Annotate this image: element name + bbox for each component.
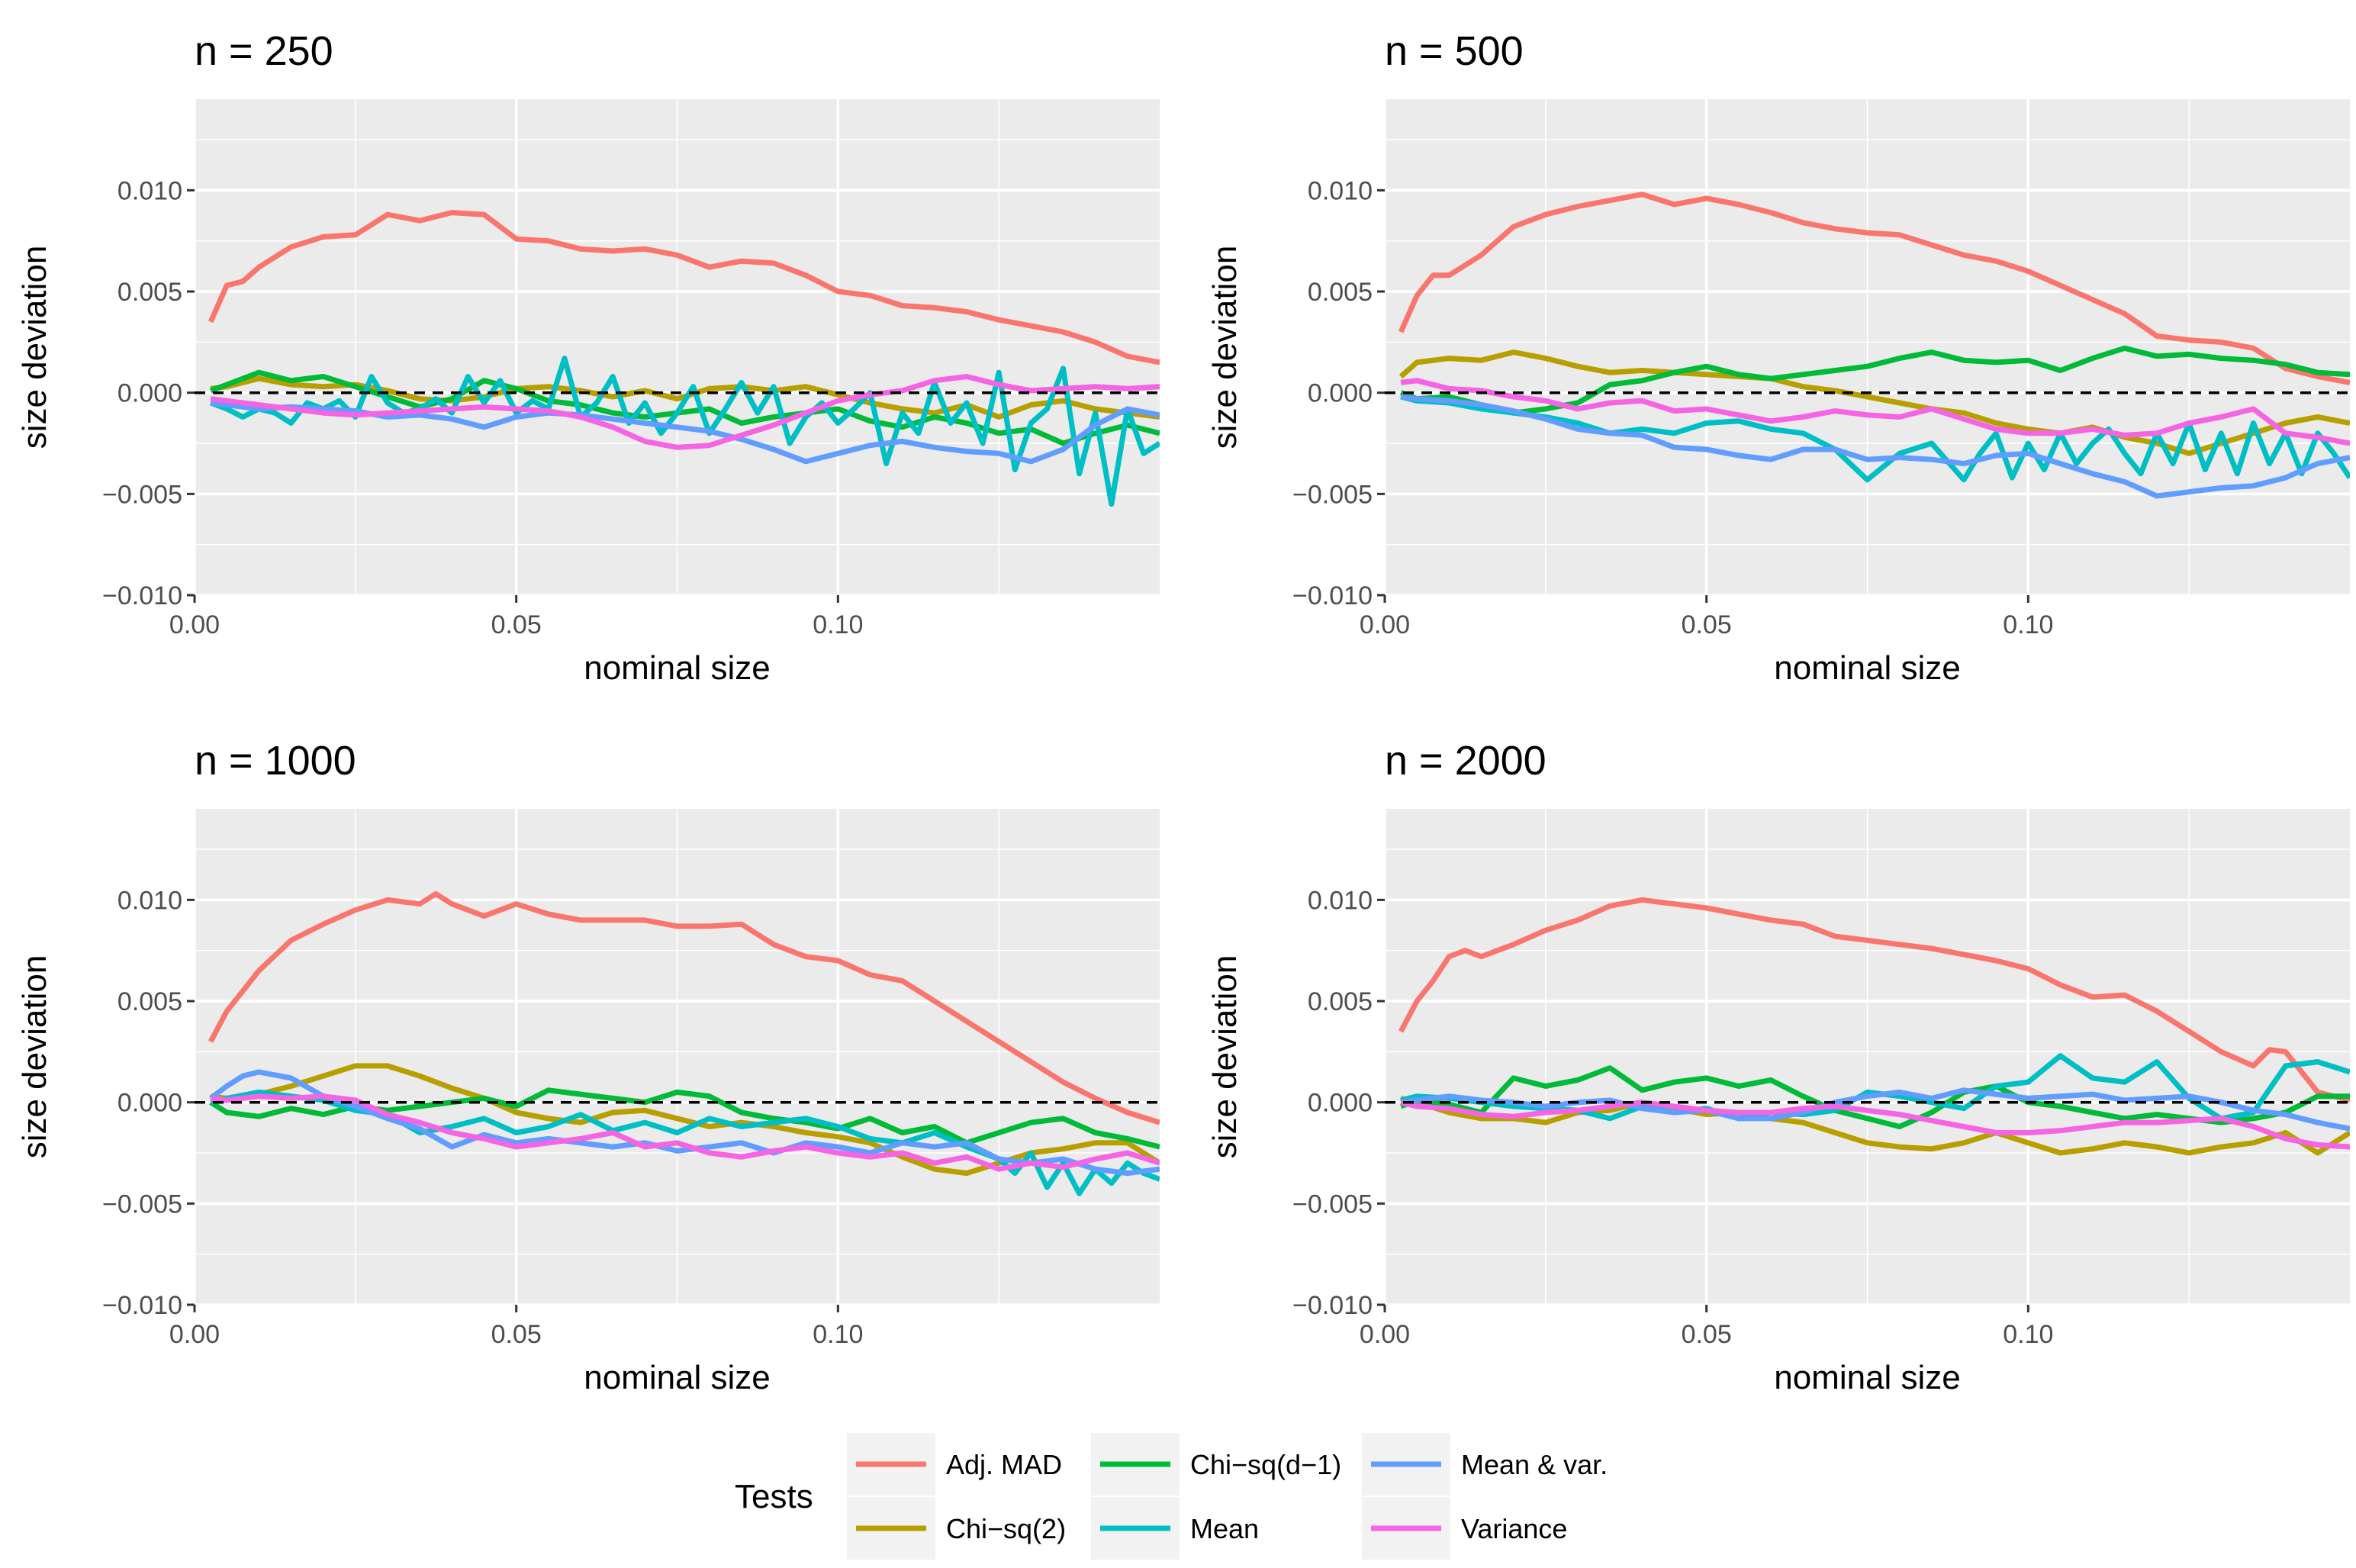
y-tick-label: 0.010 [1308, 886, 1373, 915]
chart-legend: Tests Adj. MAD Chi−sq(2) Chi−sq(d−1) Mean Me… [735, 1433, 1608, 1560]
y-tick-label: 0.005 [1308, 987, 1373, 1016]
y-tick-label: 0.000 [117, 379, 182, 408]
legend-title: Tests [735, 1478, 813, 1515]
y-tick-label: −0.005 [1292, 1190, 1373, 1219]
series-line-mean-var- [210, 400, 1160, 465]
y-tick-label: −0.010 [102, 1291, 182, 1320]
legend-label: Mean & var. [1461, 1449, 1608, 1480]
panel-4: n = 2000 −0.010 −0.005 0.000 0.005 0.010 0.00 0… [1206, 738, 2350, 1396]
x-tick-label: 0.10 [813, 1320, 863, 1349]
y-tick-label: −0.005 [102, 1190, 182, 1219]
y-tick-label: 0.000 [1308, 1089, 1373, 1118]
y-tick-label: 0.010 [1308, 176, 1373, 205]
x-tick-label: 0.10 [2003, 610, 2053, 639]
series-line-variance [210, 1093, 1160, 1172]
y-tick-label: 0.005 [117, 278, 182, 307]
y-tick-label: −0.010 [1292, 1291, 1373, 1320]
x-tick-label: 0.00 [169, 610, 220, 639]
series-line-chi-sq-2- [210, 1063, 1160, 1177]
series-line-variance [210, 374, 1160, 450]
legend-label: Variance [1461, 1513, 1567, 1544]
x-axis-label: nominal size [1774, 649, 1961, 687]
panel-title: n = 500 [1385, 28, 1524, 74]
legend-entry-variance: Variance [1362, 1497, 1567, 1560]
x-tick-label: 0.00 [1360, 1320, 1410, 1349]
legend-entry-chi-sq-2-: Chi−sq(2) [847, 1497, 1066, 1560]
x-tick-label: 0.10 [2003, 1320, 2053, 1349]
series-line-chi-sq-d-1- [1399, 345, 2350, 416]
x-axis-label: nominal size [584, 649, 771, 687]
series-line-mean-var- [1400, 394, 2350, 499]
series-group [208, 210, 1160, 507]
y-tick-label: 0.005 [1308, 278, 1373, 307]
series-line-variance [1400, 1100, 2350, 1150]
x-tick-label: 0.10 [813, 610, 863, 639]
x-tick-label: 0.05 [1682, 610, 1732, 639]
legend-entry-mean-var-: Mean & var. [1362, 1433, 1608, 1496]
y-axis-label: size deviation [1206, 955, 1244, 1159]
y-tick-label: −0.005 [102, 480, 182, 509]
legend-entry-chi-sq-d-1-: Chi−sq(d−1) [1091, 1433, 1341, 1496]
y-tick-label: 0.000 [117, 1089, 182, 1118]
series-group [1398, 897, 2350, 1156]
chart-panels: n = 250 −0.010 −0.005 0.000 0.005 0.010 0.00 0.… [16, 28, 2350, 1396]
panel-title: n = 1000 [195, 738, 356, 784]
series-group [1398, 192, 2350, 499]
x-tick-label: 0.00 [169, 1320, 220, 1349]
y-axis-label: size deviation [16, 955, 53, 1159]
y-axis-label: size deviation [16, 246, 53, 449]
series-line-adj-mad [1398, 897, 2350, 1103]
legend-entry-mean: Mean [1091, 1497, 1259, 1560]
series-group [208, 890, 1160, 1196]
legend-label: Chi−sq(d−1) [1190, 1449, 1341, 1480]
series-line-chi-sq-2- [1398, 349, 2350, 456]
series-line-mean [209, 356, 1160, 507]
x-axis-label: nominal size [584, 1359, 771, 1396]
panel-2: n = 500 −0.010 −0.005 0.000 0.005 0.010 0.00 0.… [1206, 28, 2350, 687]
series-line-variance [1400, 378, 2350, 446]
legend-label: Mean [1190, 1513, 1259, 1544]
panel-title: n = 250 [195, 28, 333, 74]
y-tick-label: 0.005 [117, 987, 182, 1016]
y-tick-label: 0.000 [1308, 379, 1373, 408]
series-line-adj-mad [1398, 192, 2350, 385]
series-line-adj-mad [208, 890, 1160, 1125]
y-tick-label: −0.005 [1292, 480, 1373, 509]
y-axis-label: size deviation [1206, 246, 1244, 449]
panel-title: n = 2000 [1385, 738, 1547, 784]
x-tick-label: 0.00 [1360, 610, 1410, 639]
x-tick-label: 0.05 [491, 1320, 542, 1349]
panel-1: n = 250 −0.010 −0.005 0.000 0.005 0.010 0.00 0.… [16, 28, 1160, 687]
y-tick-label: 0.010 [117, 176, 182, 205]
y-tick-label: −0.010 [102, 581, 182, 610]
x-tick-label: 0.05 [1682, 1320, 1732, 1349]
x-tick-label: 0.05 [491, 610, 542, 639]
legend-entry-adj-mad: Adj. MAD [847, 1433, 1062, 1496]
y-tick-label: 0.010 [117, 886, 182, 915]
series-line-chi-sq-2- [1400, 1096, 2350, 1156]
series-line-adj-mad [208, 210, 1160, 365]
panel-3: n = 1000 −0.010 −0.005 0.000 0.005 0.010 0.00 0… [16, 738, 1160, 1396]
y-tick-label: −0.010 [1292, 581, 1373, 610]
x-axis-label: nominal size [1774, 1359, 1961, 1396]
legend-label: Adj. MAD [946, 1449, 1062, 1480]
series-line-mean-var- [1400, 1087, 2350, 1132]
legend-label: Chi−sq(2) [946, 1513, 1066, 1544]
